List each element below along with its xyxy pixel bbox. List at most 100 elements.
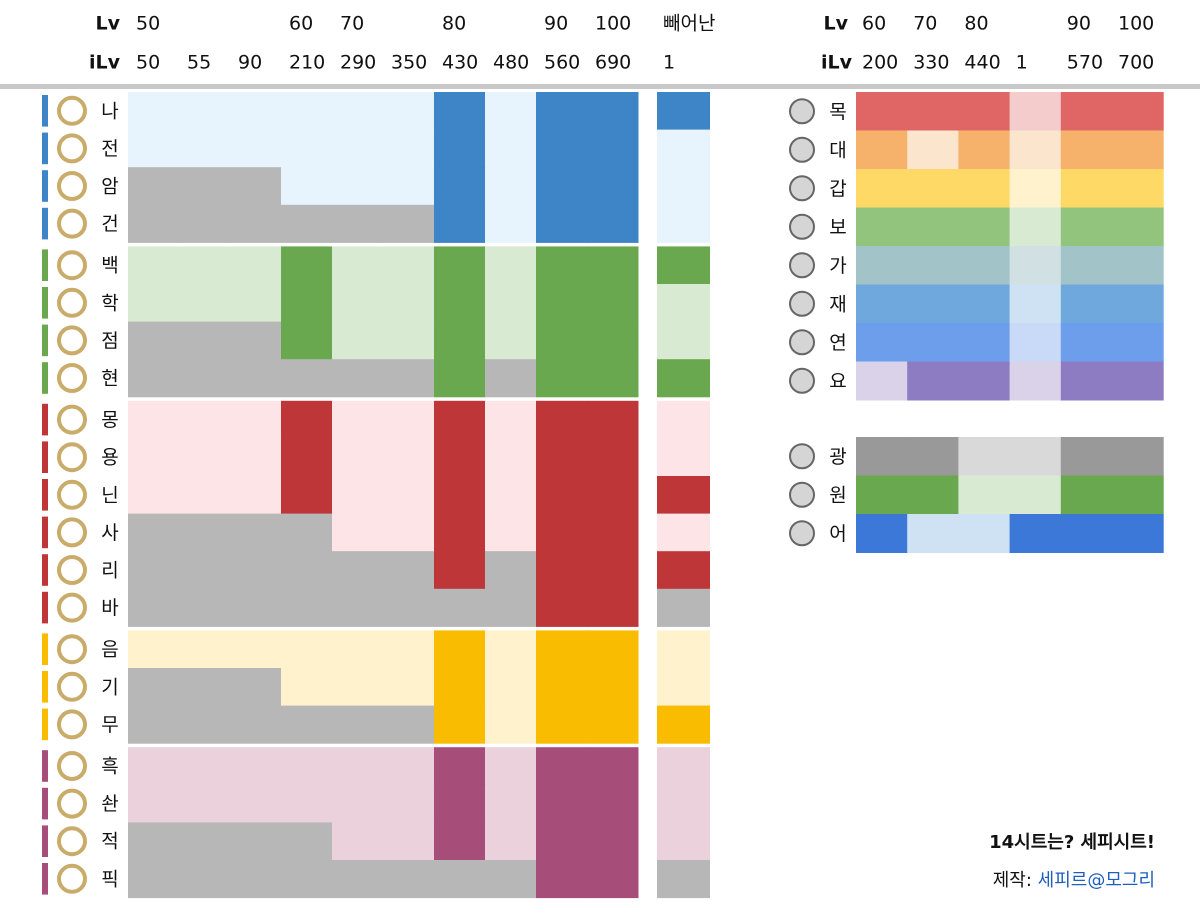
cell — [587, 438, 639, 477]
cell — [281, 513, 333, 552]
cell — [587, 705, 639, 744]
cell — [856, 130, 908, 170]
cell — [587, 400, 639, 439]
cell — [485, 167, 537, 206]
cell — [281, 359, 333, 398]
cell — [434, 167, 486, 206]
cell — [485, 668, 537, 707]
cell — [230, 359, 282, 398]
cell — [958, 323, 1011, 362]
cell — [536, 438, 588, 477]
cell — [856, 361, 908, 401]
job-name: 현 — [101, 368, 118, 390]
extra-cell — [657, 822, 710, 861]
extra-cell — [657, 513, 710, 552]
cell — [332, 204, 384, 243]
job-name: 재 — [829, 293, 846, 315]
cell — [907, 169, 959, 208]
cell — [383, 129, 435, 168]
cell — [587, 784, 639, 823]
job-name: 용 — [101, 447, 118, 469]
ilv-header: 570 — [1067, 52, 1103, 74]
cell — [907, 437, 959, 476]
cell — [332, 513, 384, 552]
job-icon — [57, 171, 87, 201]
cell — [179, 359, 231, 398]
role-bar — [42, 95, 48, 127]
cell — [1112, 246, 1164, 285]
cell — [1009, 475, 1062, 515]
ilv-label: iLv — [89, 52, 121, 74]
cell — [179, 284, 231, 323]
cell — [179, 630, 231, 669]
job-name: 음 — [101, 639, 118, 661]
cell — [485, 551, 537, 590]
cell — [856, 169, 908, 208]
job-icon — [789, 443, 815, 470]
credit-name[interactable]: 세피르@모그리 — [1038, 870, 1155, 891]
cell — [1112, 475, 1164, 515]
cell — [856, 323, 908, 362]
role-bar — [42, 825, 48, 857]
cell — [485, 784, 537, 823]
cell — [281, 204, 333, 243]
cell — [1009, 92, 1062, 131]
job-name: 기 — [101, 676, 118, 698]
ilv-header: 200 — [862, 52, 898, 74]
lv-label: Lv — [96, 13, 121, 35]
cell — [281, 822, 333, 861]
ilv-header: 440 — [964, 52, 1000, 74]
cell — [179, 822, 231, 861]
cell — [332, 476, 384, 515]
cell — [179, 551, 231, 590]
job-icon — [789, 329, 815, 356]
cell — [383, 92, 435, 131]
cell — [179, 476, 231, 515]
job-name: 갑 — [829, 178, 846, 200]
cell — [230, 630, 282, 669]
ilv-header: 1 — [1016, 52, 1028, 74]
cell — [1009, 514, 1062, 553]
job-name: 리 — [101, 560, 118, 582]
job-name: 가 — [829, 255, 846, 277]
lv-label: Lv — [824, 13, 849, 35]
extra-cell — [657, 747, 710, 786]
role-bar — [42, 403, 48, 436]
cell — [587, 513, 639, 552]
cell — [128, 284, 180, 323]
credit-label: 제작: — [993, 870, 1032, 891]
extra-cell — [657, 784, 710, 823]
cell — [128, 630, 180, 669]
cell — [907, 246, 959, 285]
cell — [179, 246, 231, 285]
cell — [230, 551, 282, 590]
cell — [332, 747, 384, 786]
cell — [485, 588, 537, 627]
cell — [332, 438, 384, 477]
job-name: 보 — [829, 216, 846, 238]
cell — [485, 705, 537, 744]
cell — [383, 359, 435, 398]
extra-cell — [657, 668, 710, 707]
cell — [434, 92, 486, 131]
lv-header: 100 — [1118, 13, 1154, 35]
cell — [485, 284, 537, 323]
job-name: 적 — [101, 831, 118, 853]
cell — [856, 475, 908, 515]
cell — [230, 321, 282, 360]
cell — [587, 204, 639, 243]
cell — [230, 476, 282, 515]
job-name: 나 — [101, 100, 118, 122]
extra-cell — [657, 630, 710, 669]
cell — [434, 860, 486, 899]
ilv-header: 210 — [289, 52, 325, 74]
cell — [907, 130, 959, 170]
ilv-header: 430 — [442, 52, 478, 74]
cell — [383, 204, 435, 243]
role-bar — [42, 516, 48, 549]
cell — [1060, 246, 1113, 285]
cell — [332, 359, 384, 398]
ilv-header: 350 — [391, 52, 427, 74]
cell — [281, 92, 333, 131]
cell — [128, 92, 180, 131]
